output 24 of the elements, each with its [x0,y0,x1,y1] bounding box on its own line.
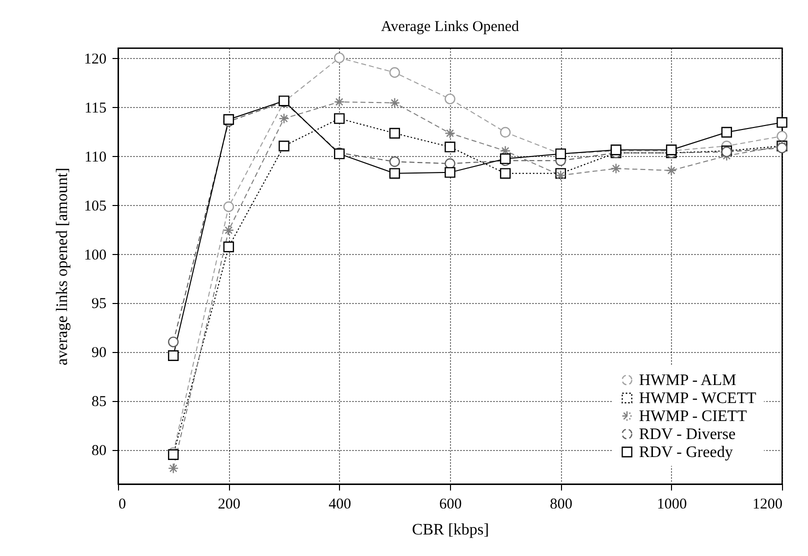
y-tick-label: 80 [92,443,106,460]
x-axis-title: CBR [kbps] [412,522,489,538]
x-tick-label: 800 [550,496,572,512]
x-tick-label: 0 [118,496,126,512]
legend-label: HWMP - CIETT [639,408,748,425]
x-tick-label: 1000 [656,496,687,512]
legend-label: RDV - Greedy [639,444,733,461]
x-tick-label: 200 [218,496,240,512]
y-tick-label: 100 [84,247,106,264]
chart-title: Average Links Opened [380,19,520,35]
x-tick-label: 600 [439,496,462,512]
y-tick-label: 90 [92,345,106,362]
y-tick-label: 85 [92,394,106,410]
legend-label: HWMP - WCETT [639,390,757,407]
y-axis-title: average links opened [amount] [54,168,71,366]
legend-label: RDV - Diverse [639,426,736,443]
y-tick-label: 115 [84,100,106,116]
y-tick-label: 105 [84,198,106,214]
x-tick-label: 400 [328,496,352,512]
x-tick-label: 1200 [752,496,782,512]
y-tick-label: 110 [84,149,106,166]
y-tick-label: 120 [84,51,106,68]
legend-label: HWMP - ALM [639,372,736,389]
y-tick-label: 95 [92,296,106,312]
